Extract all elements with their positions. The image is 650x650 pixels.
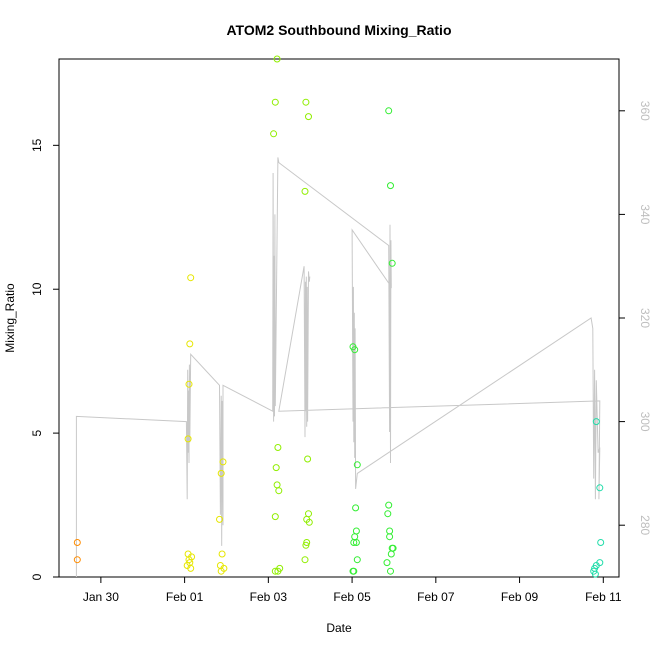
data-point (301, 187, 309, 195)
data-point (596, 484, 604, 492)
data-point (301, 556, 309, 564)
data-point (387, 182, 394, 190)
data-point (274, 444, 282, 451)
right-y-tick-label: 360 (638, 101, 650, 121)
data-point (273, 55, 281, 63)
data-point (353, 461, 361, 469)
x-axis-label: Date (326, 621, 352, 635)
right-y-axis: 280 300 320 340 360 (619, 101, 650, 536)
data-point (185, 380, 193, 388)
data-point (352, 527, 360, 535)
data-point (386, 533, 394, 541)
plot-frame (58, 58, 620, 578)
data-point (592, 418, 600, 426)
x-tick-label: Feb 07 (417, 590, 455, 604)
data-point (351, 533, 359, 541)
data-point (352, 504, 360, 512)
data-point (305, 510, 312, 518)
x-tick-label: Jan 30 (83, 590, 119, 604)
x-tick-label: Feb 11 (585, 590, 622, 604)
x-tick-label: Feb 09 (501, 590, 539, 604)
data-point (351, 346, 359, 354)
data-point (349, 567, 357, 575)
x-tick-label: Feb 03 (250, 590, 288, 604)
data-point (352, 539, 360, 546)
data-point (273, 481, 281, 489)
data-point (304, 455, 312, 463)
y-tick-label: 0 (30, 573, 44, 580)
data-point (302, 541, 310, 549)
right-axis-series-layer (75, 157, 601, 577)
data-point (385, 501, 393, 509)
series-line (75, 157, 601, 577)
data-point (388, 259, 396, 267)
data-point (389, 544, 397, 552)
data-point (387, 550, 395, 558)
data-point (73, 539, 81, 546)
data-point (187, 274, 195, 282)
data-point (383, 559, 391, 567)
data-point (217, 469, 225, 477)
y-tick-label: 5 (30, 429, 44, 436)
points-layer (73, 55, 605, 578)
data-point (386, 527, 394, 535)
right-y-tick-label: 340 (638, 204, 650, 224)
data-point (188, 553, 196, 561)
data-point (305, 113, 312, 121)
data-point (305, 518, 313, 526)
data-point (303, 539, 311, 546)
data-point (217, 567, 225, 575)
y-tick-label: 10 (30, 282, 44, 296)
right-y-tick-label: 320 (638, 308, 650, 328)
data-point (184, 435, 192, 443)
right-y-tick-label: 300 (638, 412, 650, 432)
data-point (73, 556, 81, 564)
data-point (597, 539, 605, 546)
data-point (350, 539, 358, 546)
data-point (302, 98, 310, 106)
data-point (187, 564, 195, 572)
x-tick-label: Feb 05 (333, 590, 371, 604)
data-point (271, 98, 279, 106)
data-point (385, 107, 393, 115)
data-point (270, 130, 278, 138)
data-point (272, 464, 280, 472)
right-y-tick-label: 280 (638, 515, 650, 535)
chart-title: ATOM2 Southbound Mixing_Ratio (226, 22, 451, 38)
y-axis: 0 5 10 15 (30, 138, 59, 580)
data-point (219, 458, 227, 466)
data-point (218, 550, 226, 558)
y-tick-label: 15 (30, 138, 44, 152)
data-point (271, 513, 279, 521)
x-axis: Jan 30 Feb 01 Feb 03 Feb 05 Feb 07 Feb 09 Feb … (83, 577, 622, 604)
data-point (186, 340, 194, 348)
data-point (216, 515, 223, 523)
data-point (353, 556, 361, 564)
data-point (275, 487, 283, 495)
data-point (384, 510, 392, 518)
data-point (276, 564, 284, 572)
x-tick-label: Feb 01 (166, 590, 204, 604)
data-point (591, 570, 599, 578)
y-axis-label: Mixing_Ratio (3, 283, 17, 353)
data-point (387, 567, 394, 575)
